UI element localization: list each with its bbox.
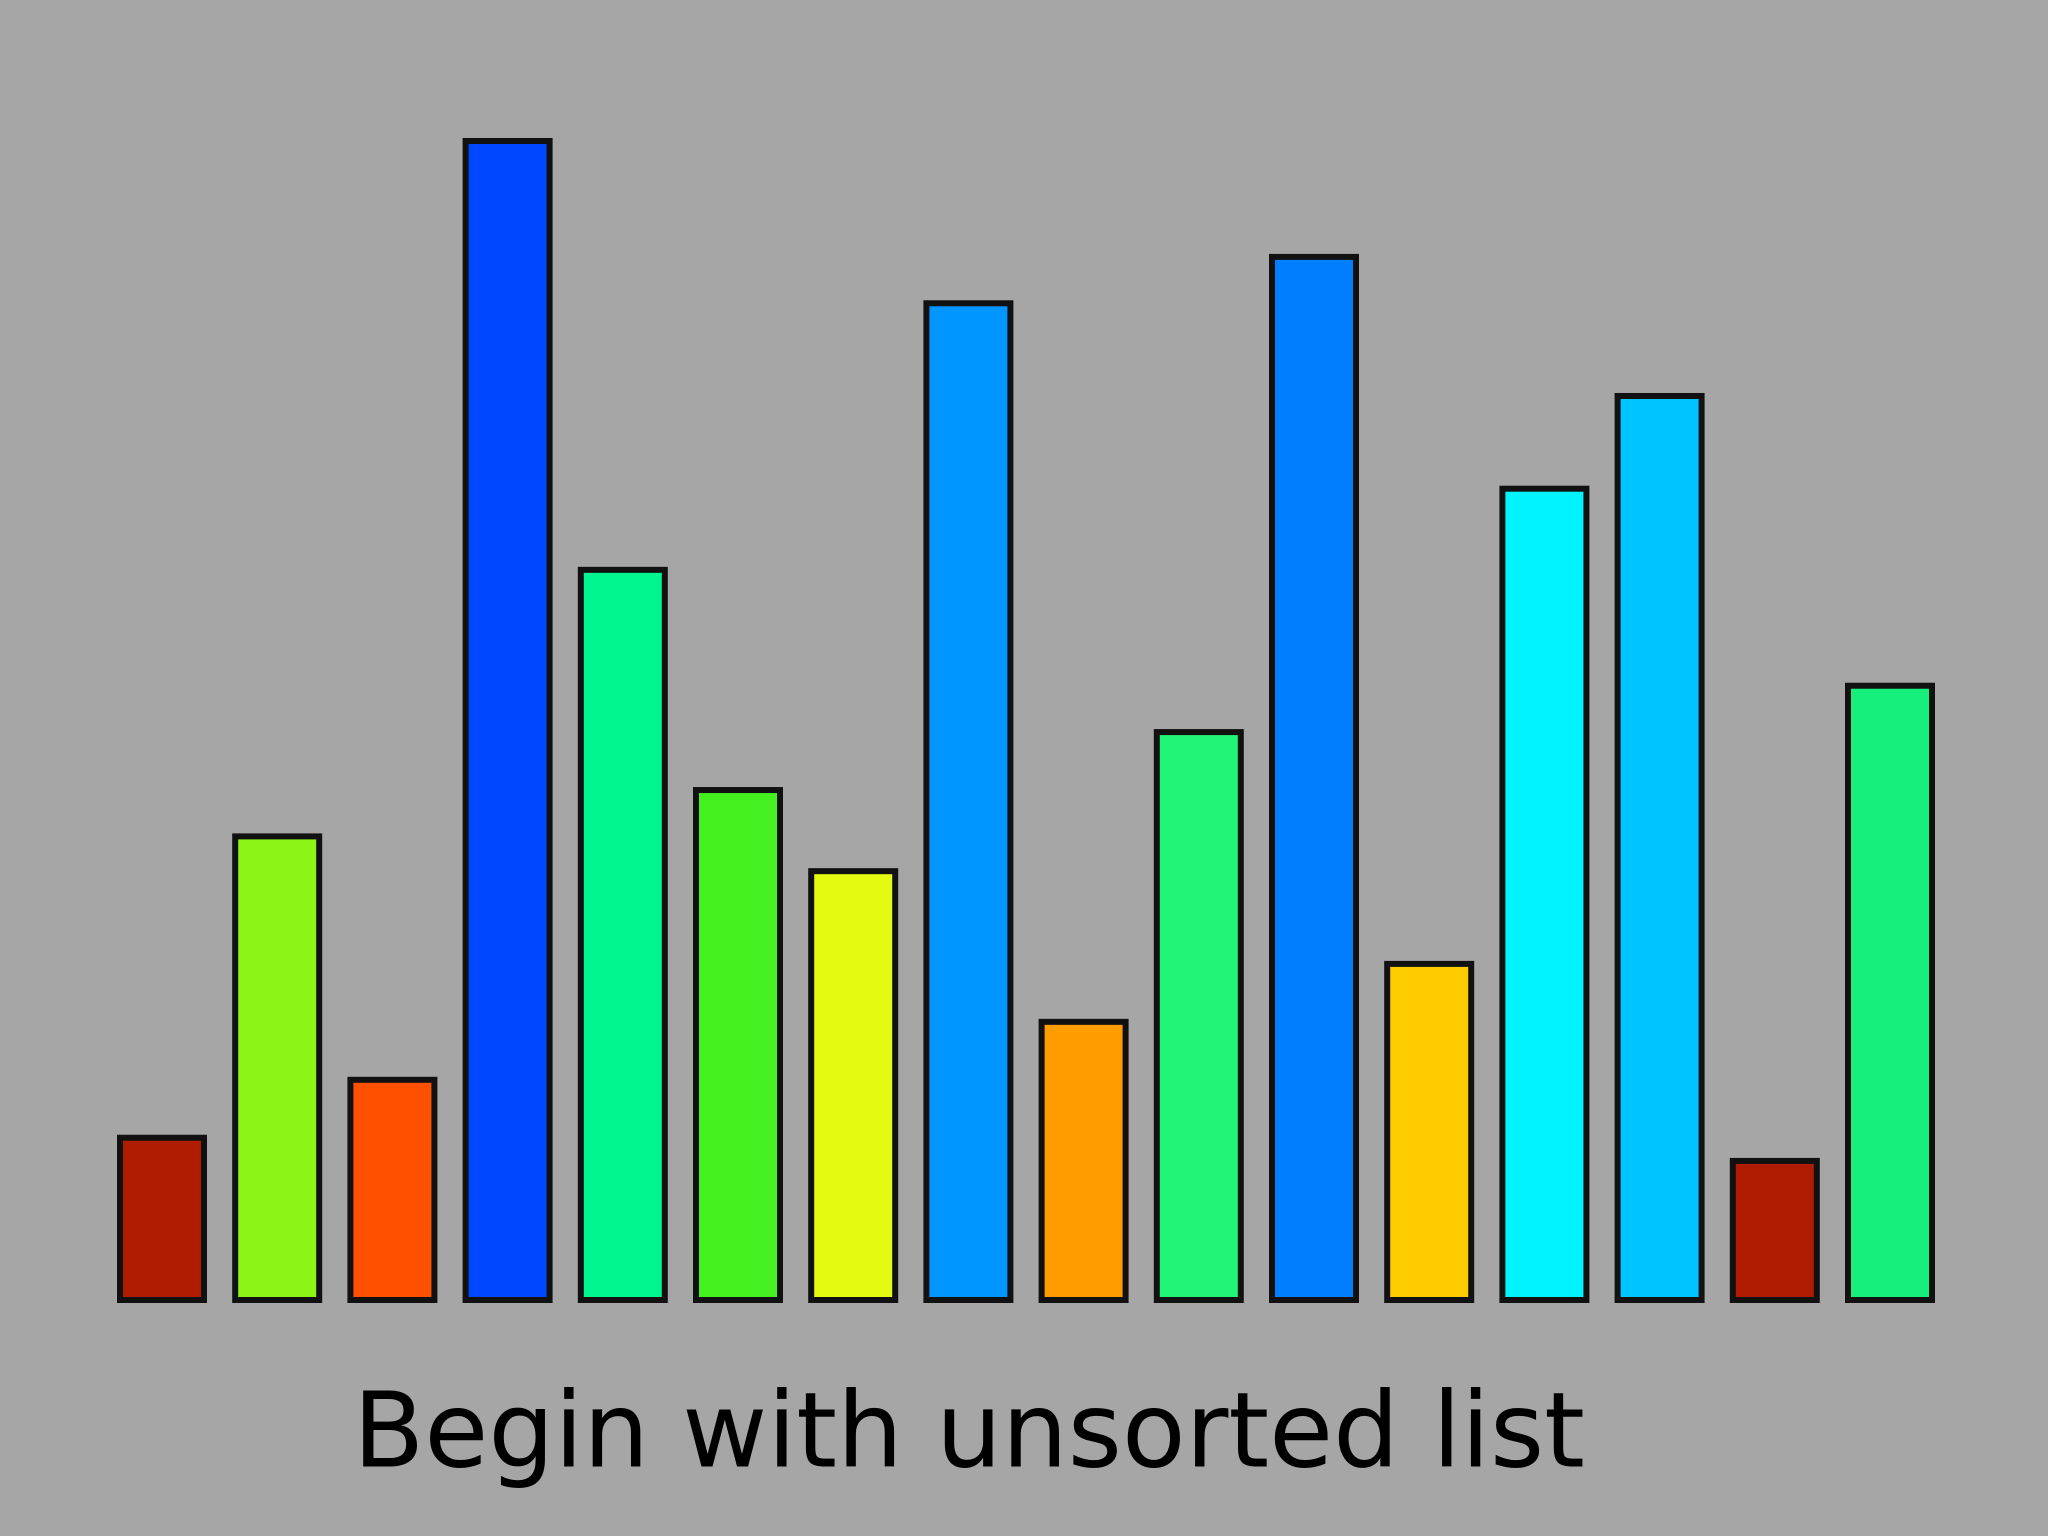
bar: [577, 566, 668, 1303]
bar: [1038, 1018, 1129, 1304]
bar: [1614, 392, 1705, 1304]
bar: [808, 868, 899, 1303]
bar: [462, 138, 553, 1303]
bar: [1384, 960, 1475, 1303]
bar: [1499, 485, 1590, 1303]
caption: Begin with unsorted list: [353, 1369, 1585, 1491]
bar: [1269, 253, 1359, 1303]
bar: [232, 833, 323, 1304]
bar: [693, 787, 783, 1303]
bar: [923, 300, 1014, 1303]
bar: [1729, 1157, 1820, 1304]
bar: [1845, 682, 1935, 1303]
bar: [347, 1076, 438, 1304]
bar: [117, 1134, 207, 1303]
bar: [1153, 729, 1244, 1303]
